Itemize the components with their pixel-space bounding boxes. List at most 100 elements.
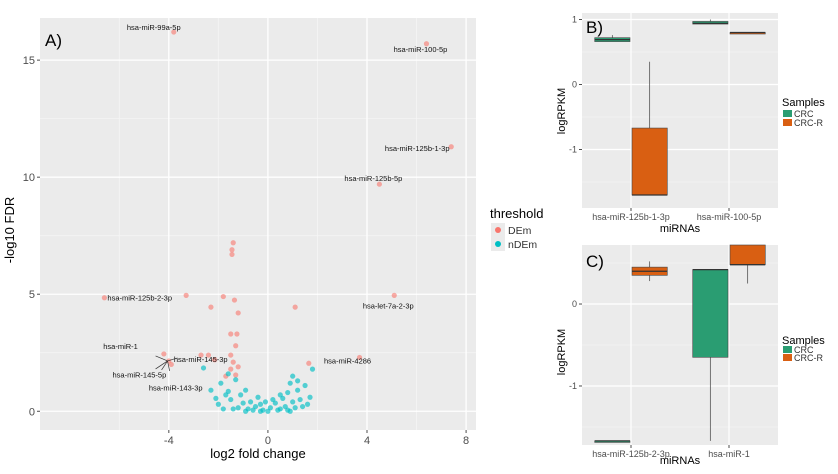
panel-a-point-ndem xyxy=(235,405,241,411)
panel-a-point-ndem xyxy=(240,400,246,406)
panel-b-legend-title: Samples xyxy=(782,97,825,109)
panel-a-point-dem xyxy=(306,360,312,366)
panel-a-ylabel: -log10 FDR xyxy=(2,197,17,263)
panel-a-point-dem xyxy=(235,364,241,370)
panel-b-legend-key-crc xyxy=(783,110,792,117)
panel-c-xtick-label: hsa-miR-125b-2-3p xyxy=(592,449,670,459)
panel-c-ytick-label: -1 xyxy=(569,381,577,391)
panel-a-point-ndem xyxy=(275,407,281,413)
panel-a-point-ndem xyxy=(290,373,296,379)
panel-a-point-ndem xyxy=(225,371,231,377)
panel-a-point-dem xyxy=(208,304,214,310)
panel-a-point-ndem xyxy=(277,392,283,398)
panel-a-point-dem xyxy=(212,357,218,363)
panel-a-point-ndem xyxy=(243,387,249,393)
panel-a-point-dem xyxy=(229,251,235,258)
panel-c-xlabel: miRNAs xyxy=(660,455,701,467)
panel-a-leader-line xyxy=(155,355,168,362)
panel-a-point-ndem xyxy=(309,366,316,372)
panel-a-point-ndem xyxy=(295,387,301,393)
panel-a-point-ndem xyxy=(285,389,291,396)
panel-a-axes: -4 0 4 8 0 5 10 15 xyxy=(23,55,469,447)
panel-c-legend: Samples CRC CRC-R xyxy=(782,335,825,363)
panel-a-point-ndem xyxy=(238,392,244,398)
panel-a-point-dem xyxy=(168,361,174,368)
panel-a-point-dem xyxy=(161,351,167,357)
panel-a-point-dem xyxy=(292,304,298,310)
panel-a-legend-label-dem: DEm xyxy=(508,225,532,237)
panel-c-letter: C) xyxy=(586,252,604,271)
panel-a-leader-line xyxy=(161,360,168,371)
panel-a-xtick-label: 0 xyxy=(265,435,271,447)
panel-a-point-dem xyxy=(235,310,241,316)
panel-a-leader-line xyxy=(167,360,170,372)
panel-a-xtick-label: 8 xyxy=(463,435,469,447)
panel-c-legend-label-crc: CRC xyxy=(794,345,814,355)
panel-a-annotation: hsa-miR-143-3p xyxy=(149,383,203,392)
panel-a-legend-label-ndem: nDEm xyxy=(508,239,537,251)
panel-a-point-ndem xyxy=(208,387,214,393)
panel-a-annotation: hsa-miR-100-5p xyxy=(394,45,448,54)
panel-a-annotation: hsa-miR-125b-2-3p xyxy=(107,294,172,303)
panel-a-point-dem xyxy=(101,295,108,301)
panel-a-point-dem xyxy=(228,331,234,337)
panel-a-point-ndem xyxy=(285,407,291,413)
panel-a-point-dem xyxy=(233,343,239,349)
panel-a-point-ndem xyxy=(307,394,313,400)
panel-a-point-ndem xyxy=(228,396,234,403)
panel-a: hsa-miR-99a-5p hsa-miR-100-5p hsa-miR-125b… xyxy=(2,18,543,461)
panel-a-leader-line xyxy=(167,357,178,362)
panel-c-ylabel: logRPKM xyxy=(556,329,568,375)
panel-b-boxes xyxy=(594,19,766,196)
panel-c-legend-title: Samples xyxy=(782,335,825,347)
panel-a-point-dem xyxy=(234,331,240,337)
panel-c-boxes xyxy=(594,244,766,443)
panel-a-point-ndem xyxy=(233,377,239,383)
panel-a-point-ndem xyxy=(223,392,229,398)
panel-a-xtick-label: -4 xyxy=(164,435,174,447)
panel-a-point-dem xyxy=(448,144,454,150)
panel-a-point-ndem xyxy=(213,395,219,401)
panel-a-point-dem xyxy=(376,181,382,187)
panel-a-xtick-label: 4 xyxy=(364,435,370,447)
panel-b-legend-key-crcr xyxy=(783,119,792,126)
panel-a-point-dem xyxy=(198,352,204,358)
panel-a-ytick-label: 15 xyxy=(23,55,35,67)
panel-a-annotation: hsa-miR-4286 xyxy=(324,356,371,365)
panel-a-point-ndem xyxy=(297,396,303,403)
panel-a-point-dem xyxy=(220,293,226,300)
panel-a-point-ndem xyxy=(218,380,224,386)
panel-a-point-ndem xyxy=(304,401,311,407)
panel-a-annotation: hsa-let-7a-2-3p xyxy=(363,301,414,310)
panel-a-legend-title: threshold xyxy=(490,206,543,221)
panel-a-point-dem xyxy=(183,292,189,298)
panel-a-annotation: hsa-miR-145-5p xyxy=(113,370,167,379)
panel-a-legend-dot-dem xyxy=(495,227,501,233)
panel-a-point-dem xyxy=(231,297,238,303)
panel-a-point-dem xyxy=(230,240,236,246)
panel-a-annotation: hsa-miR-125b-1-3p xyxy=(385,144,450,153)
panel-a-letter: A) xyxy=(45,31,62,50)
panel-a-xlabel: log2 fold change xyxy=(210,446,305,461)
panel-b: -1 0 1 hsa-miR-125b-1-3p hsa-miR-100-5p B) m… xyxy=(556,13,825,235)
panel-a-point-ndem xyxy=(230,406,236,412)
panel-a-annotation: hsa-miR-145-3p xyxy=(174,355,228,364)
panel-b-ytick-label: 1 xyxy=(572,15,577,25)
panel-b-ytick-label: 0 xyxy=(572,80,577,90)
panel-a-annotation: hsa-miR-1 xyxy=(103,342,138,351)
panel-a-point-ndem xyxy=(220,406,226,412)
panel-b-box-crc-r xyxy=(631,127,668,196)
panel-b-legend: Samples CRC CRC-R xyxy=(782,97,825,128)
panel-c-legend-label-crcr: CRC-R xyxy=(794,353,823,363)
panel-a-point-dem xyxy=(391,292,397,298)
panel-a-point-dem xyxy=(230,359,236,365)
panel-c-ytick-label: 0 xyxy=(572,299,577,309)
panel-c-xtick-label: hsa-miR-1 xyxy=(708,449,750,459)
panel-c-box-crc xyxy=(692,269,729,358)
panel-a-point-ndem xyxy=(255,394,261,400)
panel-b-xtick-label: hsa-miR-125b-1-3p xyxy=(592,212,670,222)
panel-a-point-ndem xyxy=(299,403,306,410)
panel-a-point-ndem xyxy=(270,396,276,403)
panel-a-legend-dot-ndem xyxy=(495,241,501,247)
